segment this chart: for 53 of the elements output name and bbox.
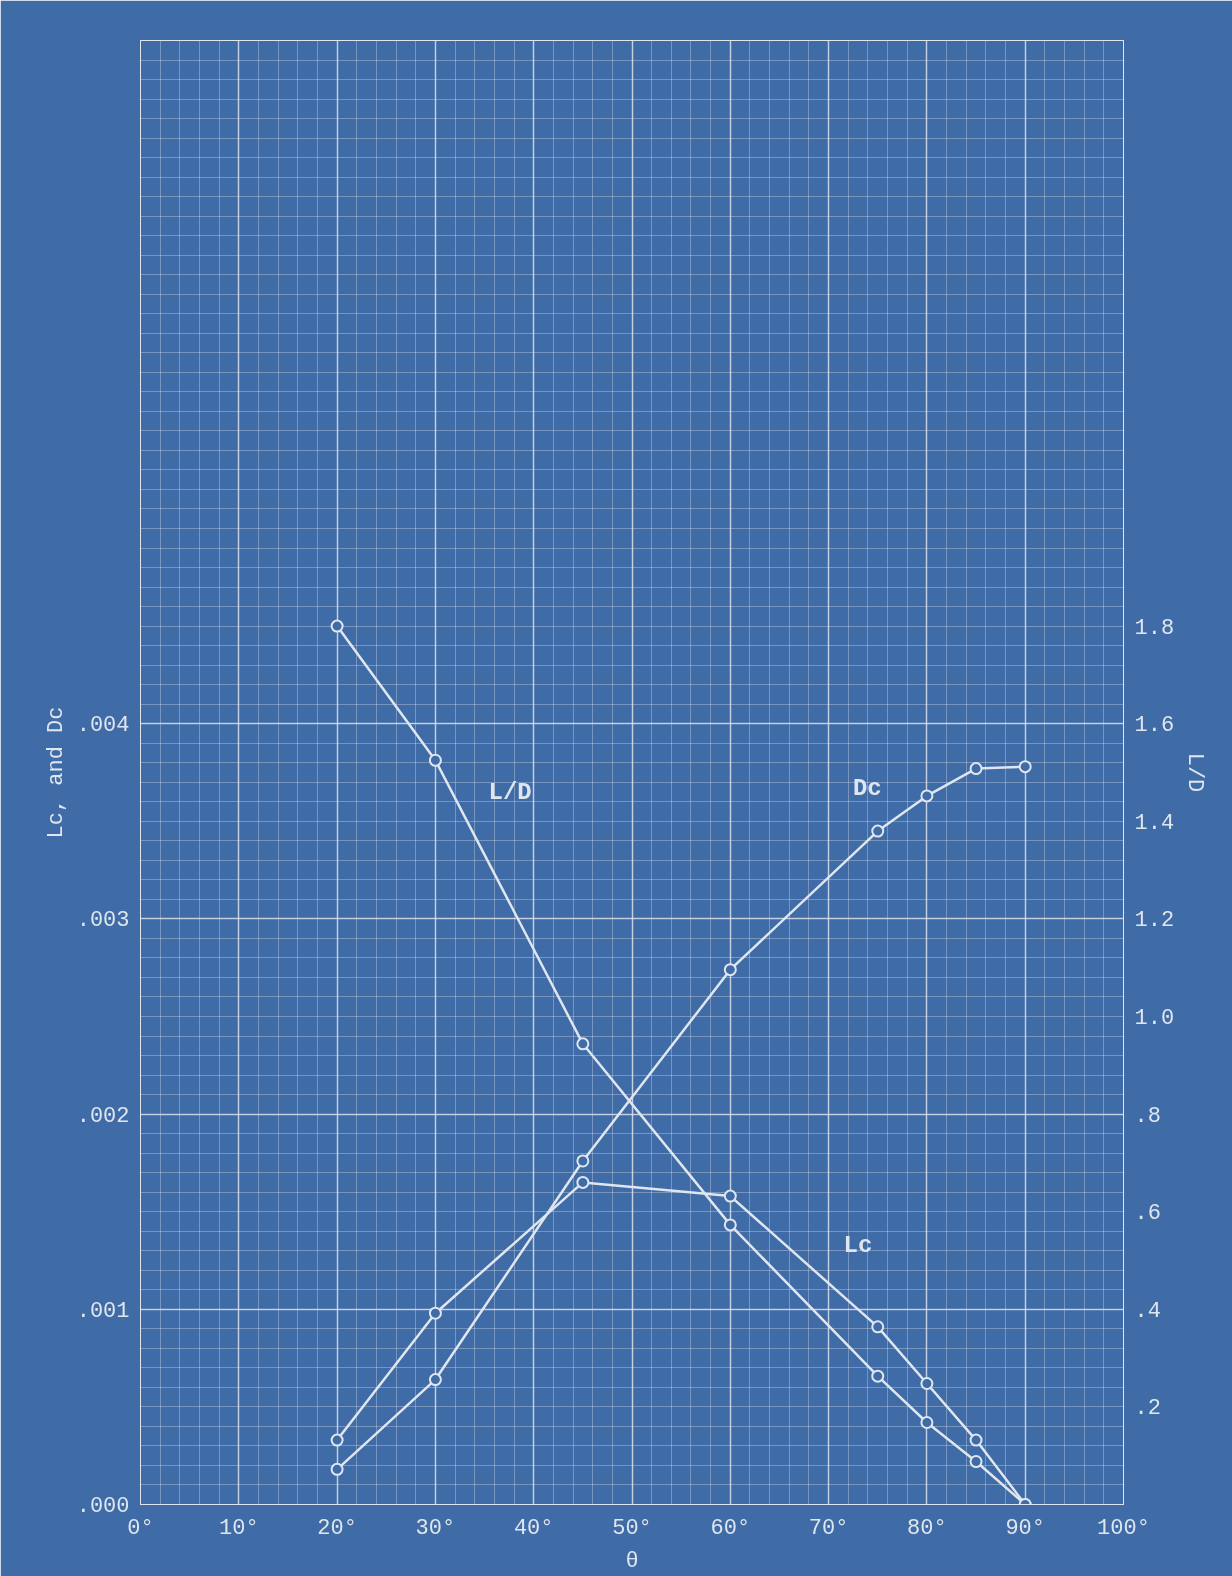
point <box>576 1175 590 1189</box>
y-tick-label: .002 <box>76 1103 130 1129</box>
point <box>969 762 983 776</box>
x-tick-label: 60° <box>710 1515 751 1541</box>
point <box>871 824 885 838</box>
point <box>428 753 442 767</box>
series-label: Lc <box>843 1231 873 1259</box>
x-axis-title: θ <box>625 1548 639 1574</box>
x-tick-label: 90° <box>1005 1515 1046 1541</box>
y2-axis-title: L/D <box>1182 752 1208 793</box>
x-tick-label: 50° <box>612 1515 652 1541</box>
x-tick-label: 10° <box>219 1515 259 1541</box>
y2-tick-label: 1.0 <box>1134 1006 1175 1031</box>
point <box>576 1037 590 1051</box>
point <box>723 1189 737 1203</box>
x-tick-label: 30° <box>415 1515 456 1541</box>
y-tick-label: .004 <box>76 713 130 739</box>
point <box>330 1462 344 1476</box>
point <box>723 963 737 977</box>
x-tick-label: 100° <box>1097 1515 1150 1541</box>
y-tick-label: .003 <box>76 908 130 934</box>
point <box>920 789 934 803</box>
point <box>969 1433 983 1447</box>
series-label: L/D <box>488 778 532 806</box>
y2-tick-label: .4 <box>1134 1298 1161 1324</box>
x-tick-label: 80° <box>907 1515 947 1541</box>
y2-tick-label: 1.6 <box>1134 713 1175 739</box>
point <box>576 1154 590 1168</box>
y2-tick-label: 1.4 <box>1134 810 1175 836</box>
point <box>723 1218 737 1232</box>
y2-tick-label: .2 <box>1134 1396 1161 1422</box>
y2-tick-label: 1.2 <box>1134 908 1175 934</box>
point <box>330 619 344 633</box>
point <box>1018 760 1032 774</box>
point <box>428 1373 442 1387</box>
x-tick-label: 0° <box>127 1515 154 1541</box>
y2-tick-label: .6 <box>1134 1201 1161 1227</box>
point <box>330 1433 344 1447</box>
x-tick-label: 20° <box>317 1515 357 1541</box>
point <box>428 1306 442 1320</box>
point <box>871 1320 885 1334</box>
point <box>969 1455 983 1469</box>
y2-tick-label: .8 <box>1134 1103 1161 1129</box>
x-tick-label: 40° <box>513 1515 554 1541</box>
x-tick-label: 70° <box>808 1515 849 1541</box>
series-label: Dc <box>852 774 882 802</box>
y2-tick-label: 1.8 <box>1134 615 1175 641</box>
point <box>871 1369 885 1383</box>
y-tick-label: .000 <box>76 1494 130 1519</box>
y-tick-label: .001 <box>76 1298 130 1324</box>
point <box>920 1376 934 1390</box>
point <box>920 1416 934 1430</box>
y-axis-title: Lc, and Dc <box>43 706 69 839</box>
